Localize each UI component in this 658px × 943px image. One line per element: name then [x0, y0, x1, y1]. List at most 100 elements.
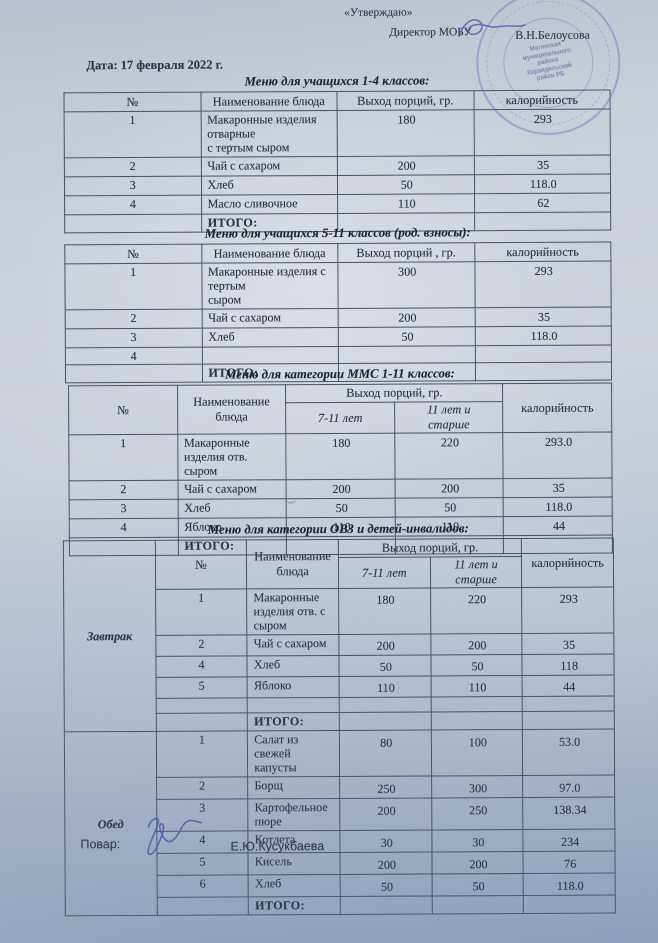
cell: 50: [286, 498, 396, 518]
cell: 118.0: [474, 326, 612, 346]
column-header: Выход порций, гр.: [338, 538, 522, 558]
cell: [430, 696, 523, 712]
cell: 110: [339, 675, 431, 698]
cell: 4: [65, 347, 202, 365]
cell: [247, 697, 340, 713]
cell: 2: [64, 157, 201, 177]
menu-title: Меню для категории ММС 1-11 классов:: [225, 366, 455, 382]
cell: 200: [339, 851, 432, 875]
column-header: Наименование блюда: [246, 539, 339, 589]
column-header: Наименование блюда: [200, 91, 338, 112]
cell: 220: [430, 587, 523, 634]
cell: 118.0: [473, 174, 611, 194]
cell: 118.0: [503, 497, 613, 517]
column-header: 11 лет и старше: [394, 401, 504, 434]
cell: 200: [339, 797, 432, 831]
cell: [340, 895, 432, 915]
column-header: калорийность: [521, 538, 614, 588]
cell: Салат из свежей капусты: [247, 730, 340, 777]
column-header: №: [64, 92, 201, 112]
cell: 293.0: [503, 432, 613, 479]
approval-label: «Утверждаю»: [344, 6, 413, 19]
column-header: калорийность: [502, 383, 612, 433]
cell: 200: [430, 633, 523, 655]
cell: 250: [431, 797, 524, 830]
cell: 300: [431, 775, 523, 798]
cell: 118.0: [523, 873, 616, 896]
cell: Макаронные изделия отв. сыром: [177, 433, 287, 481]
column-header: Наименование блюда: [177, 384, 286, 435]
director-signature: [458, 19, 526, 38]
cell: [338, 345, 475, 364]
cell: 80: [339, 729, 432, 777]
cell: Чай с сахаром: [200, 156, 338, 177]
menu-table-grades-5-11: № Наименование блюда Выход порций , гр. кал…: [64, 242, 612, 384]
cell: Хлеб: [200, 175, 338, 196]
cell: Масло сливочное: [201, 194, 338, 215]
cell: [522, 711, 615, 730]
cell: [474, 345, 612, 363]
cell: 300: [337, 261, 475, 309]
cell: [201, 346, 339, 365]
cell: 6: [156, 874, 249, 898]
table-header-row: № Наименование блюда Выход порций, гр. кало…: [68, 383, 612, 435]
meal-group-label: Завтрак: [63, 540, 157, 732]
column-header: калорийность: [474, 242, 611, 262]
cell: 293: [521, 587, 614, 634]
cell: 110: [430, 675, 523, 697]
cell: Макаронные изделия отварные с тертым сыр…: [200, 110, 338, 158]
cell: 200: [338, 633, 431, 656]
cell: 200: [394, 478, 504, 499]
cell: Хлеб: [177, 498, 287, 519]
cell: Чай с сахаром: [201, 308, 339, 329]
cell: [339, 696, 431, 713]
cell: [155, 712, 248, 732]
cell: 4: [155, 655, 248, 678]
cell: 44: [522, 675, 615, 697]
cell: 1: [155, 588, 248, 636]
cell: 4: [64, 195, 202, 215]
menu-section-grades-5-11: Меню для учащихся 5-11 классов (род. взн…: [64, 225, 612, 384]
cell: [430, 711, 523, 730]
cell: 1: [64, 263, 202, 310]
table-header-row: Завтрак № Наименование блюда Выход порций, …: [63, 538, 614, 732]
cell: 200: [337, 155, 474, 176]
cell: 97.0: [522, 775, 615, 798]
cell: 35: [503, 478, 613, 498]
cell: Макаронные изделия с тертым сыром: [201, 262, 339, 310]
cell: 200: [286, 479, 395, 499]
cell: [339, 711, 431, 731]
column-header: Выход порций, гр.: [337, 90, 474, 111]
menu-table: № Наименование блюда Выход порций , гр. кал…: [64, 242, 612, 384]
stamp-line: муниципального: [522, 47, 572, 63]
cell: 3: [69, 499, 178, 519]
cell: 50: [430, 654, 523, 676]
cell: Чай с сахаром: [247, 634, 339, 656]
cell: 138.34: [522, 797, 615, 830]
cell: 2: [69, 480, 178, 500]
cell: 50: [337, 174, 475, 195]
cell: 30: [339, 829, 432, 853]
cell: 1: [68, 434, 178, 481]
cook-signature: [147, 817, 203, 856]
menu-title: Меню для учащихся 5-11 классов (род. взн…: [204, 225, 471, 241]
cell: 30: [431, 829, 524, 852]
column-header: №: [155, 539, 247, 590]
stamp-line: Караидельский: [526, 62, 573, 77]
stamp-line: район РБ: [536, 71, 566, 83]
cell: 76: [523, 851, 616, 874]
cell: 35: [522, 633, 614, 655]
cell: Борщ: [247, 776, 340, 799]
cell: 1: [64, 111, 201, 158]
table-row: Обед 1 Салат из свежей капусты 80 100 53.0: [64, 729, 615, 916]
cell: 250: [339, 775, 432, 799]
cell: 2: [155, 634, 248, 657]
cell: Картофельное пюре: [248, 798, 340, 831]
cook-label: Повар:: [80, 837, 121, 852]
menu-title: Меню для категории ОВЗ и детей-инвалидов…: [207, 521, 469, 537]
cell: 35: [473, 155, 611, 175]
cell: [431, 895, 524, 914]
cell: 50: [338, 654, 431, 677]
cell: Кисель: [248, 852, 341, 875]
